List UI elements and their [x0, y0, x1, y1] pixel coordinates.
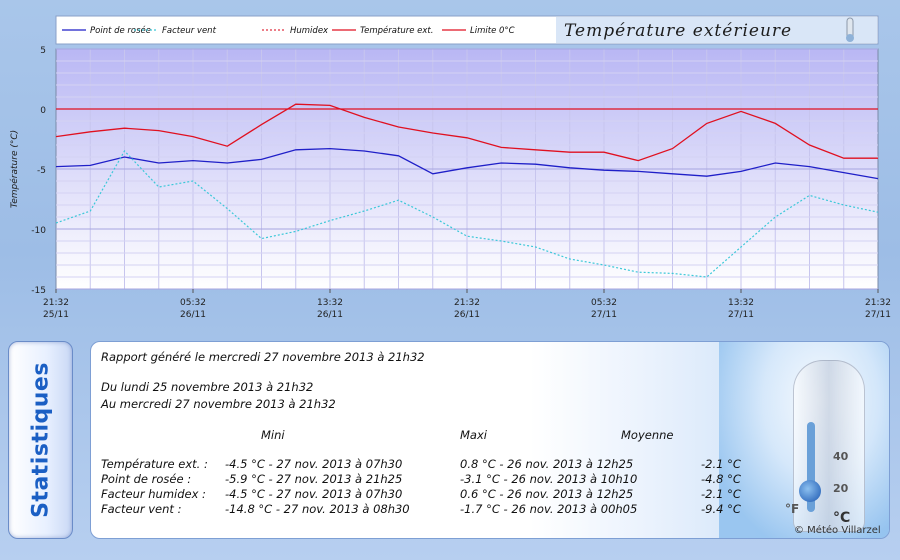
row-mini: -14.8 °C - 27 nov. 2013 à 08h30 [225, 502, 410, 516]
thermometer-bulb [799, 480, 821, 502]
row-moyenne: -2.1 °C [701, 457, 741, 471]
chart-title: Température extérieure [564, 21, 792, 41]
x-tick-time: 21:32 [454, 298, 480, 308]
header-moyenne: Moyenne [621, 428, 674, 442]
title-background [556, 17, 877, 43]
period-to: Au mercredi 27 novembre 2013 à 21h32 [101, 397, 336, 411]
x-tick-date: 25/11 [43, 310, 69, 320]
series-line [55, 150, 879, 278]
x-tick-time: 13:32 [317, 298, 343, 308]
credit-text: © Météo Villarzel [794, 525, 881, 536]
thermometer-scale-label: 40 [833, 450, 849, 463]
x-tick-date: 27/11 [728, 310, 754, 320]
y-tick-label: -10 [31, 226, 46, 236]
y-tick-label: 0 [40, 106, 46, 116]
header-maxi: Maxi [460, 428, 487, 442]
series-line [55, 103, 878, 162]
period-from: Du lundi 25 novembre 2013 à 21h32 [101, 380, 314, 394]
x-tick-time: 21:32 [43, 298, 69, 308]
row-label: Température ext. : [101, 457, 208, 471]
thermometer-scale-label: 20 [833, 482, 849, 495]
x-tick-date: 26/11 [317, 310, 343, 320]
legend-entry: Point de rosée [90, 25, 151, 36]
row-maxi: 0.8 °C - 26 nov. 2013 à 12h25 [460, 457, 634, 471]
x-tick-date: 26/11 [454, 310, 480, 320]
header-mini: Mini [261, 428, 285, 442]
legend-entry: Température ext. [360, 25, 433, 36]
series-line [55, 147, 879, 180]
temperature-chart: 5 0 -5 -10 -15 Température (°C) 21:32 25/11 05:3… [9, 15, 891, 320]
y-tick-label: 5 [40, 46, 46, 56]
report-generated-line: Rapport généré le mercredi 27 novembre 2… [101, 350, 425, 364]
x-tick-time: 13:32 [728, 298, 754, 308]
legend-entry: Humidex [290, 26, 329, 36]
statistics-panel: 40 20 °F °C © Météo Villarzel Rapport gé… [90, 341, 890, 539]
statistics-side-title: Statistiques [28, 362, 53, 518]
row-maxi: -3.1 °C - 26 nov. 2013 à 10h10 [460, 472, 638, 486]
y-tick-label: -15 [31, 286, 46, 296]
x-tick-date: 27/11 [591, 310, 617, 320]
x-tick-time: 05:32 [180, 298, 206, 308]
row-label: Facteur vent : [101, 502, 182, 516]
row-label: Point de rosée : [101, 472, 192, 486]
title-thermometer-bulb [846, 34, 854, 42]
row-moyenne: -9.4 °C [701, 502, 741, 516]
row-maxi: 0.6 °C - 26 nov. 2013 à 12h25 [460, 487, 634, 501]
thermometer-icon [793, 360, 865, 532]
x-tick-time: 21:32 [865, 298, 891, 308]
y-tick-label: -5 [37, 166, 46, 176]
row-label: Facteur humidex : [101, 487, 206, 501]
row-maxi: -1.7 °C - 26 nov. 2013 à 00h05 [460, 502, 638, 516]
legend-entry: Limite 0°C [470, 26, 515, 36]
x-tick-time: 05:32 [591, 298, 617, 308]
legend-entry: Facteur vent [162, 26, 217, 36]
x-tick-date: 27/11 [865, 310, 891, 320]
thermometer-tube [807, 422, 815, 512]
x-tick-date: 26/11 [180, 310, 206, 320]
celsius-label: °C [833, 510, 851, 526]
row-mini: -4.5 °C - 27 nov. 2013 à 07h30 [225, 487, 403, 501]
row-moyenne: -4.8 °C [701, 472, 741, 486]
row-mini: -5.9 °C - 27 nov. 2013 à 21h25 [225, 472, 403, 486]
fahrenheit-label: °F [785, 502, 800, 516]
statistics-side-tab: Statistiques [8, 341, 73, 539]
row-mini: -4.5 °C - 27 nov. 2013 à 07h30 [225, 457, 403, 471]
y-axis-label: Température (°C) [9, 130, 20, 208]
row-moyenne: -2.1 °C [701, 487, 741, 501]
